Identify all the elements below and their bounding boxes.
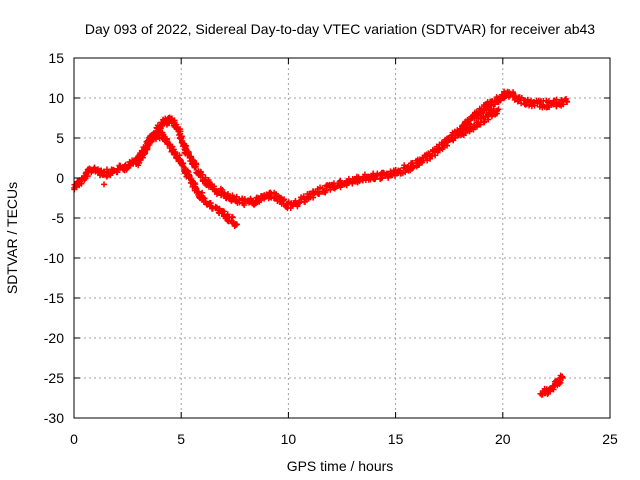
y-tick-label: 10 bbox=[48, 90, 64, 106]
y-tick-label: -15 bbox=[44, 290, 64, 306]
data-point bbox=[361, 171, 368, 178]
data-point bbox=[158, 121, 165, 128]
data-point bbox=[327, 186, 334, 193]
data-point bbox=[229, 214, 236, 221]
data-point bbox=[241, 196, 248, 203]
data-point bbox=[84, 173, 91, 180]
data-point bbox=[337, 177, 344, 184]
data-point bbox=[192, 163, 199, 170]
x-tick-label: 25 bbox=[602, 431, 618, 447]
data-point bbox=[319, 185, 326, 192]
data-point bbox=[233, 221, 240, 228]
data-point bbox=[193, 185, 200, 192]
y-tick-label: -5 bbox=[52, 210, 65, 226]
data-point bbox=[481, 118, 488, 125]
data-point bbox=[224, 191, 231, 198]
data-point bbox=[292, 197, 299, 204]
x-tick-label: 0 bbox=[70, 431, 78, 447]
data-point bbox=[419, 159, 426, 166]
y-tick-label: 15 bbox=[48, 50, 64, 66]
data-point bbox=[211, 185, 218, 192]
data-point bbox=[100, 168, 107, 175]
y-tick-label: 5 bbox=[56, 130, 64, 146]
data-point bbox=[510, 92, 517, 99]
data-point bbox=[323, 187, 330, 194]
plot-frame bbox=[73, 57, 611, 419]
data-point bbox=[379, 174, 386, 181]
data-point bbox=[159, 132, 166, 139]
data-point bbox=[546, 104, 553, 111]
data-point bbox=[172, 149, 179, 156]
data-point bbox=[559, 375, 566, 381]
y-tick-label: -25 bbox=[44, 370, 64, 386]
data-point bbox=[440, 140, 447, 147]
data-point bbox=[550, 97, 557, 104]
data-point bbox=[405, 167, 412, 174]
data-point bbox=[556, 379, 563, 386]
data-point bbox=[316, 190, 323, 197]
data-point bbox=[201, 195, 208, 202]
x-tick-label: 20 bbox=[495, 431, 511, 447]
data-point bbox=[537, 98, 544, 105]
data-point bbox=[550, 383, 557, 390]
data-point bbox=[213, 204, 220, 211]
data-point bbox=[564, 99, 571, 105]
data-point bbox=[560, 101, 567, 108]
chart-title: Day 093 of 2022, Sidereal Day-to-day VTE… bbox=[85, 21, 595, 37]
data-point bbox=[83, 170, 90, 177]
x-tick-label: 5 bbox=[177, 431, 185, 447]
x-axis-label: GPS time / hours bbox=[287, 458, 394, 474]
data-point bbox=[415, 161, 422, 168]
data-point bbox=[518, 94, 525, 101]
y-tick-label: -10 bbox=[44, 250, 64, 266]
data-point bbox=[480, 107, 487, 114]
y-tick-label: -30 bbox=[44, 410, 64, 426]
y-tick-label: 0 bbox=[56, 170, 64, 186]
data-point bbox=[545, 99, 552, 106]
data-point bbox=[101, 181, 108, 188]
plot-area bbox=[71, 88, 571, 398]
x-tick-label: 10 bbox=[281, 431, 297, 447]
data-point bbox=[191, 180, 198, 187]
grid bbox=[74, 58, 610, 418]
data-point bbox=[401, 162, 408, 169]
data-point bbox=[495, 106, 502, 113]
y-tick-label: -20 bbox=[44, 330, 64, 346]
data-point bbox=[232, 198, 239, 205]
data-point bbox=[241, 201, 248, 208]
data-point bbox=[114, 169, 121, 176]
x-tick-label: 15 bbox=[388, 431, 404, 447]
y-axis-label: SDTVAR / TECUs bbox=[4, 182, 20, 294]
data-point bbox=[171, 119, 178, 126]
data-point bbox=[224, 211, 231, 218]
axis-ticks: 0 5 10 15 20 25 -30 -25 -20 -15 -10 -5 0 5 10 15 bbox=[44, 50, 618, 447]
data-point bbox=[512, 95, 519, 102]
